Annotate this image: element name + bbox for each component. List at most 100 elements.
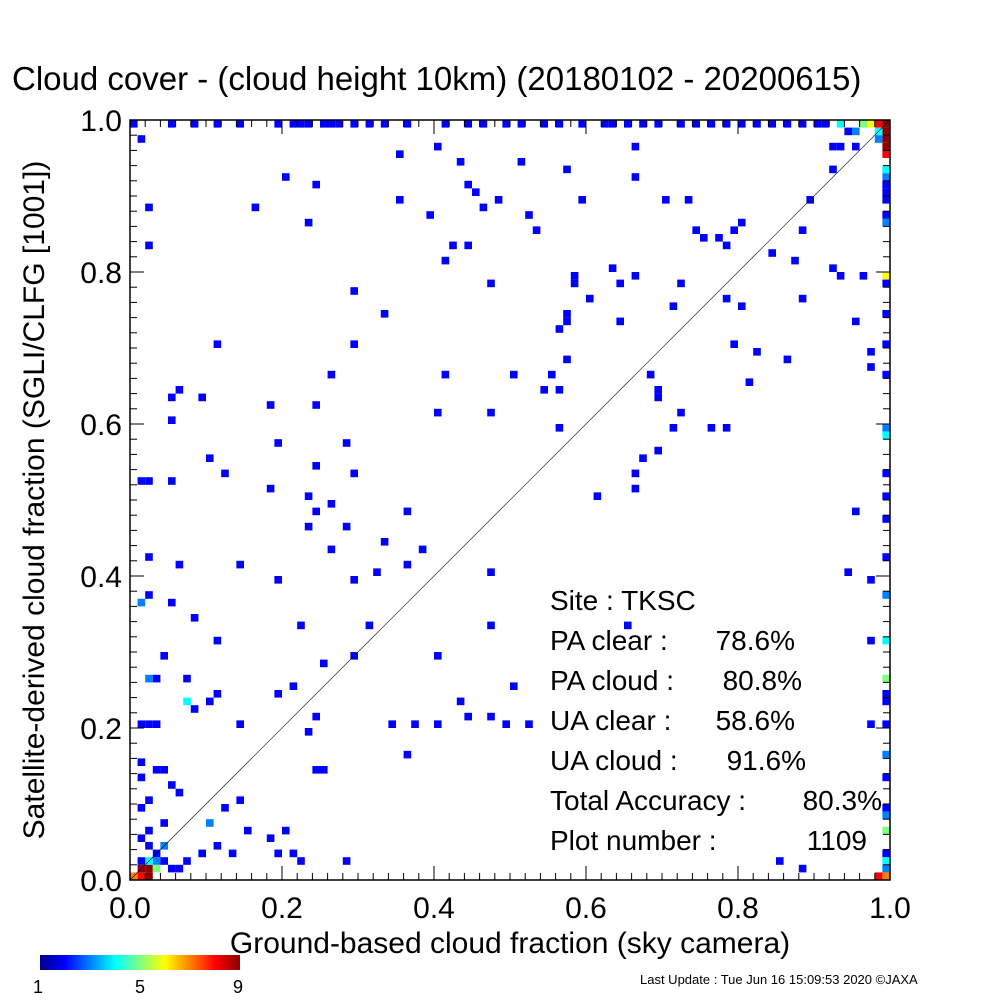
heatmap-cell	[137, 758, 146, 766]
heatmap-cell	[738, 120, 746, 128]
heatmap-cell	[213, 340, 222, 348]
heatmap-cell	[434, 142, 442, 151]
heatmap-cell	[882, 515, 890, 523]
y-tick-label: 0.8	[80, 257, 122, 290]
heatmap-cell	[882, 720, 890, 728]
x-tick-label: 0.2	[261, 892, 303, 925]
heatmap-cell	[494, 196, 503, 204]
stat-ua-cloud-value: 91.6%	[727, 745, 806, 776]
heatmap-cell	[874, 135, 883, 143]
heatmap-cell	[654, 386, 662, 394]
heatmap-cell	[525, 720, 533, 728]
heatmap-cell	[715, 234, 723, 242]
heatmap-cell	[426, 211, 434, 219]
heatmap-cell	[175, 386, 184, 394]
heatmap-cell	[342, 857, 351, 865]
heatmap-cell	[631, 142, 640, 151]
heatmap-cell	[304, 492, 313, 500]
heatmap-cell	[882, 773, 890, 782]
heatmap-cell	[297, 120, 305, 128]
stat-ua-clear-value: 58.6%	[716, 705, 795, 736]
heatmap-cell	[213, 636, 222, 645]
heatmap-cell	[677, 408, 685, 417]
heatmap-cell	[555, 120, 564, 128]
heatmap-cell	[692, 120, 700, 128]
heatmap-cell	[882, 804, 890, 812]
x-tick-label: 0.6	[565, 892, 607, 925]
heatmap-cell	[236, 560, 244, 569]
heatmap-cell	[487, 621, 495, 630]
heatmap-cell	[874, 872, 883, 880]
heatmap-cell	[563, 165, 571, 174]
heatmap-cell	[829, 142, 837, 151]
heatmap-cell	[487, 568, 495, 576]
heatmap-cell	[175, 864, 184, 873]
heatmap-cell	[137, 598, 146, 607]
heatmap-cell	[852, 127, 860, 136]
heatmap-cell	[350, 576, 358, 584]
x-tick-label: 1.0	[869, 892, 911, 925]
heatmap-cell	[882, 636, 890, 645]
stat-pa-clear-value: 78.6%	[716, 625, 795, 656]
heatmap-cell	[669, 424, 678, 432]
heatmap-cell	[631, 173, 640, 181]
heatmap-cell	[312, 462, 320, 470]
heatmap-cell	[213, 842, 222, 850]
heatmap-cell	[882, 211, 890, 219]
heatmap-cell	[730, 226, 738, 234]
heatmap-cell	[145, 796, 153, 804]
heatmap-cell	[221, 469, 229, 478]
last-update-footer: Last Update : Tue Jun 16 15:09:53 2020 ©…	[640, 972, 918, 987]
heatmap-cell	[791, 256, 799, 265]
heatmap-cell	[882, 864, 890, 873]
heatmap-cell	[297, 621, 305, 630]
heatmap-cell	[380, 120, 389, 128]
heatmap-cell	[472, 188, 480, 196]
heatmap-cell	[555, 424, 564, 432]
heatmap-cell	[852, 507, 860, 516]
heatmap-cell	[662, 196, 670, 204]
heatmap-cell	[304, 522, 313, 531]
heatmap-cell	[449, 241, 457, 250]
heatmap-cell	[206, 454, 214, 462]
heatmap-cell	[624, 621, 632, 630]
heatmap-cell	[342, 522, 351, 531]
y-tick-label: 1.0	[80, 105, 122, 138]
heatmap-cell	[867, 636, 875, 645]
heatmap-cell	[145, 203, 153, 212]
heatmap-cell	[464, 180, 472, 189]
heatmap-cell	[882, 849, 890, 858]
heatmap-cell	[403, 560, 412, 569]
heatmap-cell	[145, 842, 153, 850]
heatmap-cell	[365, 120, 374, 128]
heatmap-cell	[282, 173, 290, 181]
heatmap-cell	[882, 826, 890, 835]
heatmap-cell	[350, 287, 358, 295]
stat-ua-cloud-label: UA cloud :	[550, 745, 678, 776]
heatmap-cell	[677, 279, 685, 288]
heatmap-cell	[145, 674, 153, 683]
heatmap-cell	[798, 120, 807, 128]
heatmap-cell	[882, 674, 890, 683]
heatmap-cell	[168, 120, 176, 128]
heatmap-cell	[221, 804, 229, 812]
heatmap-cell	[684, 196, 693, 204]
axis-ticks	[129, 119, 891, 881]
heatmap-cell	[198, 393, 206, 402]
heatmap-cell	[403, 750, 412, 759]
heatmap-cell	[707, 120, 716, 128]
heatmap-cell	[198, 849, 206, 858]
heatmap-cell	[168, 598, 176, 607]
heatmap-cell	[745, 378, 754, 386]
heatmap-cell	[418, 545, 427, 554]
heatmap-cell	[525, 211, 533, 219]
heatmap-cell	[753, 120, 761, 128]
heatmap-cell	[304, 728, 313, 736]
heatmap-cell	[768, 120, 776, 128]
heatmap-cell	[137, 872, 146, 880]
heatmap-cell	[882, 218, 890, 227]
heatmap-cell	[798, 864, 807, 873]
heatmap-cell	[532, 226, 541, 234]
heatmap-cell	[608, 264, 617, 272]
heatmap-cell	[882, 750, 890, 759]
